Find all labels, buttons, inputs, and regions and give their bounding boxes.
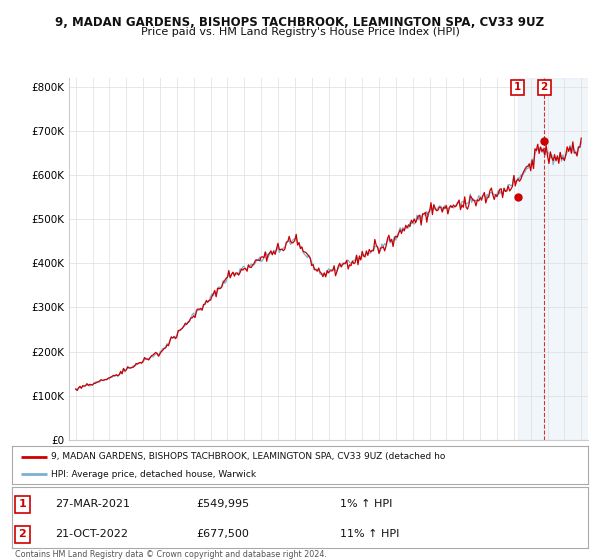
Text: 11% ↑ HPI: 11% ↑ HPI xyxy=(340,529,400,539)
Text: HPI: Average price, detached house, Warwick: HPI: Average price, detached house, Warw… xyxy=(51,470,256,479)
Text: £549,995: £549,995 xyxy=(196,499,250,509)
Text: Contains HM Land Registry data © Crown copyright and database right 2024.
This d: Contains HM Land Registry data © Crown c… xyxy=(15,550,327,560)
Text: 1: 1 xyxy=(514,82,521,92)
Text: Price paid vs. HM Land Registry's House Price Index (HPI): Price paid vs. HM Land Registry's House … xyxy=(140,27,460,37)
Text: 1% ↑ HPI: 1% ↑ HPI xyxy=(340,499,392,509)
Text: 1: 1 xyxy=(19,499,26,509)
Text: 9, MADAN GARDENS, BISHOPS TACHBROOK, LEAMINGTON SPA, CV33 9UZ: 9, MADAN GARDENS, BISHOPS TACHBROOK, LEA… xyxy=(55,16,545,29)
Text: 2: 2 xyxy=(541,82,548,92)
Text: £677,500: £677,500 xyxy=(196,529,249,539)
Text: 9, MADAN GARDENS, BISHOPS TACHBROOK, LEAMINGTON SPA, CV33 9UZ (detached ho: 9, MADAN GARDENS, BISHOPS TACHBROOK, LEA… xyxy=(51,452,446,461)
Text: 2: 2 xyxy=(19,529,26,539)
Text: 27-MAR-2021: 27-MAR-2021 xyxy=(55,499,130,509)
Bar xyxy=(518,78,600,440)
Text: 21-OCT-2022: 21-OCT-2022 xyxy=(55,529,128,539)
